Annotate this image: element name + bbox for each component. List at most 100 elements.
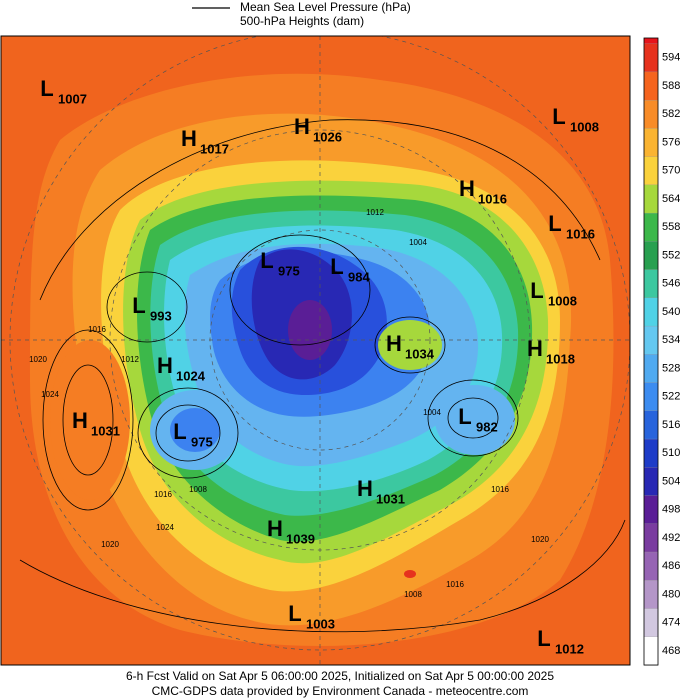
center-pressure: 1008 [570, 119, 599, 134]
center-letter: L [132, 293, 145, 318]
center-pressure: 993 [150, 308, 172, 323]
isobar-label: 1012 [366, 208, 384, 217]
center-pressure: 1034 [405, 346, 435, 361]
isobar-label: 1024 [41, 390, 59, 399]
isobar-label: 1008 [189, 485, 207, 494]
center-letter: L [548, 211, 561, 236]
colorbar-box [643, 354, 659, 384]
isobar-label: 1020 [29, 355, 47, 364]
colorbar-box [643, 467, 659, 497]
colorbar-box [643, 128, 659, 158]
center-letter: H [157, 353, 173, 378]
center-pressure: 1018 [546, 351, 575, 366]
colorbar-label: 516 [662, 419, 680, 431]
colorbar-box [643, 551, 659, 581]
colorbar-label: 576 [662, 136, 680, 148]
colorbar-box [643, 495, 659, 525]
colorbar-frame [643, 37, 659, 666]
center-pressure: 1007 [58, 91, 87, 106]
colorbar-label: 474 [662, 617, 680, 629]
colorbar-label: 588 [662, 80, 680, 92]
colorbar-label: 480 [662, 588, 680, 600]
colorbar-box [643, 184, 659, 214]
colorbar-label: 552 [662, 249, 680, 261]
center-letter: H [181, 126, 197, 151]
colorbar-box [643, 523, 659, 553]
graticule [1, 36, 630, 665]
colorbar-label: 540 [662, 306, 680, 318]
center-letter: L [330, 254, 343, 279]
colorbar-box [643, 636, 659, 666]
colorbar-box [643, 580, 659, 610]
colorbar-label: 546 [662, 278, 680, 290]
center-pressure: 1016 [478, 191, 507, 206]
center-pressure: 1003 [306, 616, 335, 631]
center-letter: H [267, 516, 283, 541]
colorbar-box [643, 269, 659, 299]
footer-line: 6-h Fcst Valid on Sat Apr 5 06:00:00 202… [126, 669, 554, 683]
colorbar-label: 528 [662, 362, 680, 374]
center-letter: L [537, 626, 550, 651]
colorbar-box [643, 156, 659, 186]
center-letter: H [72, 408, 88, 433]
center-letter: H [386, 331, 402, 356]
colorbar-box [643, 241, 659, 271]
center-pressure: 982 [476, 419, 498, 434]
colorbar-box [643, 382, 659, 412]
center-letter: L [288, 601, 301, 626]
isobar-label: 1016 [491, 485, 509, 494]
colorbar-label: 486 [662, 560, 680, 572]
footer-line: CMC-GDPS data provided by Environment Ca… [152, 684, 529, 698]
colorbar-box [643, 43, 659, 73]
colorbar-label: 522 [662, 391, 680, 403]
isobar-label: 1004 [423, 408, 441, 417]
center-pressure: 1024 [176, 368, 206, 383]
center-letter: H [294, 114, 310, 139]
center-letter: L [530, 278, 543, 303]
colorbar-label: 498 [662, 504, 680, 516]
colorbar-label: 582 [662, 108, 680, 120]
center-letter: L [40, 76, 53, 101]
center-pressure: 984 [348, 269, 370, 284]
center-letter: H [357, 476, 373, 501]
colorbar-label: 492 [662, 532, 680, 544]
isobar-label: 1020 [101, 540, 119, 549]
colorbar-label: 564 [662, 193, 680, 205]
center-letter: L [260, 248, 273, 273]
height-field [1, 36, 630, 665]
isobar-label: 1008 [404, 590, 422, 599]
colorbar-box [643, 297, 659, 327]
center-pressure: 1039 [286, 531, 315, 546]
center-pressure: 1008 [548, 293, 577, 308]
isobar-label: 1012 [121, 355, 139, 364]
colorbar-box [643, 325, 659, 355]
center-letter: L [173, 419, 186, 444]
colorbar-label: 468 [662, 645, 680, 657]
isobar-label: 1020 [531, 535, 549, 544]
legend-item: Mean Sea Level Pressure (hPa) [240, 0, 411, 14]
colorbar-label: 534 [662, 334, 680, 346]
colorbar-box [643, 212, 659, 243]
isobar-label: 1024 [156, 523, 174, 532]
isobar-label: 1016 [154, 490, 172, 499]
center-pressure: 1031 [91, 423, 120, 438]
center-pressure: 1016 [566, 226, 595, 241]
colorbar-cap [644, 38, 658, 45]
center-pressure: 975 [278, 263, 300, 278]
center-pressure: 975 [191, 434, 213, 449]
map-frame [0, 35, 631, 666]
colorbar-label: 570 [662, 165, 680, 177]
center-pressure: 1031 [376, 491, 405, 506]
colorbar-box [643, 438, 659, 468]
center-letter: L [458, 404, 471, 429]
colorbar-box [643, 410, 659, 440]
center-letter: H [459, 176, 475, 201]
colorbar-box [643, 608, 659, 638]
colorbar-label: 504 [662, 475, 680, 487]
colorbar-label: 510 [662, 447, 680, 459]
colorbar-label: 594 [662, 52, 680, 64]
colorbar-box [643, 71, 659, 101]
center-pressure: 1012 [555, 641, 584, 656]
isobar-label: 1016 [88, 325, 106, 334]
